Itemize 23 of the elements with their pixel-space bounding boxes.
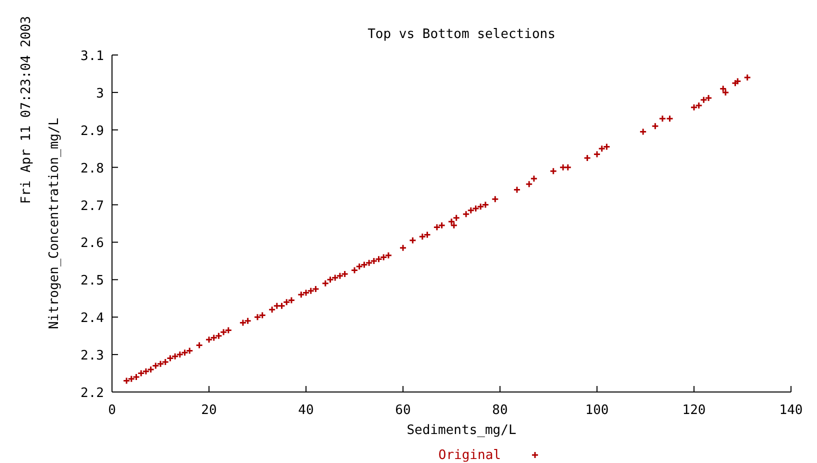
- x-tick-label: 100: [585, 403, 609, 418]
- x-axis-title: Sediments_mg/L: [406, 423, 516, 438]
- x-tick-label: 120: [682, 403, 706, 418]
- y-tick-label: 2.4: [80, 311, 104, 326]
- text: Fri Apr 11 07:23:04 2003: [19, 16, 34, 204]
- x-tick-label: 80: [492, 403, 508, 418]
- y-tick-label: 2.7: [80, 198, 104, 214]
- y-tick-label: 2.8: [80, 161, 104, 176]
- y-axis-title: Nitrogen_Concentration_mg/L: [47, 118, 62, 330]
- y-tick-label: 2.2: [80, 386, 104, 401]
- chart-title: Top vs Bottom selections: [368, 27, 556, 42]
- x-tick-label: 40: [298, 403, 314, 418]
- y-tick-label: 3.1: [80, 49, 104, 64]
- y-tick-label: 2.3: [80, 348, 104, 364]
- x-tick-label: 60: [395, 403, 411, 418]
- x-tick-label: 0: [108, 403, 116, 418]
- x-tick-label: 20: [201, 403, 217, 418]
- x-tick-label: 140: [779, 403, 803, 418]
- y-tick-label: 3: [96, 86, 104, 102]
- y-tick-label: 2.5: [80, 274, 104, 289]
- y-tick-label: 2.9: [80, 124, 104, 139]
- legend-label: Original: [438, 448, 501, 463]
- y-tick-label: 2.6: [80, 236, 104, 252]
